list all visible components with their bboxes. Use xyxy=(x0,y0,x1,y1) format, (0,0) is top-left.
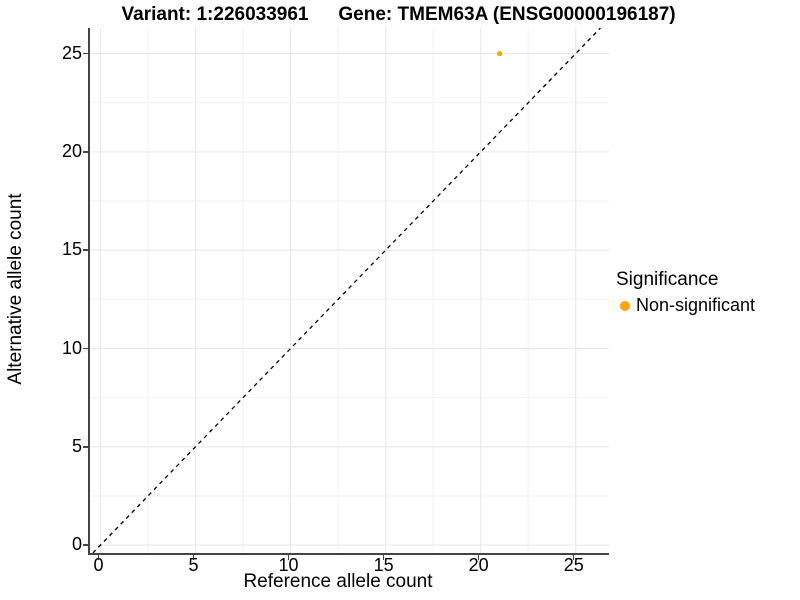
data-points xyxy=(497,50,503,57)
legend-item: Non-significant xyxy=(616,294,756,316)
legend-title: Significance xyxy=(616,269,719,290)
legend-key-dot xyxy=(620,300,630,311)
plot-panel xyxy=(88,28,609,555)
plot-title-gene: Gene: TMEM63A (ENSG00000196187) xyxy=(338,4,676,25)
y-tick-label: 15 xyxy=(61,239,82,260)
y-tick-label: 5 xyxy=(71,435,82,456)
x-tick-label: 25 xyxy=(563,555,584,575)
x-tick-mark xyxy=(192,555,195,560)
x-tick-label: 20 xyxy=(468,555,489,575)
x-tick-label: 15 xyxy=(373,555,394,575)
x-tick-mark xyxy=(287,555,290,560)
x-tick-label: 5 xyxy=(188,555,199,575)
y-tick-mark xyxy=(83,249,88,251)
legend: Significance Non-significant xyxy=(616,269,756,316)
y-tick-label: 10 xyxy=(61,337,82,358)
y-tick-mark xyxy=(83,544,88,546)
y-tick-label: 0 xyxy=(71,534,82,555)
legend-items: Non-significant xyxy=(616,294,756,316)
x-tick-label: 10 xyxy=(278,555,299,575)
data-point xyxy=(497,50,503,57)
x-tick-mark xyxy=(477,555,480,560)
y-axis-title: Alternative allele count xyxy=(5,193,26,385)
legend-item-label: Non-significant xyxy=(636,294,756,315)
y-tick-label: 20 xyxy=(61,140,82,161)
x-tick-mark xyxy=(572,555,575,560)
identity-dashed-line xyxy=(92,28,601,553)
identity-line xyxy=(92,28,601,553)
x-axis-title: Reference allele count xyxy=(243,571,433,592)
y-tick-mark xyxy=(83,151,88,153)
y-tick-mark xyxy=(83,52,88,55)
major-gridlines xyxy=(90,28,609,553)
x-tick-mark xyxy=(382,555,385,560)
x-tick-label: 0 xyxy=(93,555,104,575)
chart-svg xyxy=(90,28,609,553)
y-tick-label: 25 xyxy=(61,42,82,63)
x-tick-mark xyxy=(97,555,100,560)
minor-gridlines xyxy=(90,28,609,553)
y-tick-mark xyxy=(83,446,88,448)
y-tick-mark xyxy=(83,347,88,350)
plot-title-variant: Variant: 1:226033961 xyxy=(121,4,309,25)
